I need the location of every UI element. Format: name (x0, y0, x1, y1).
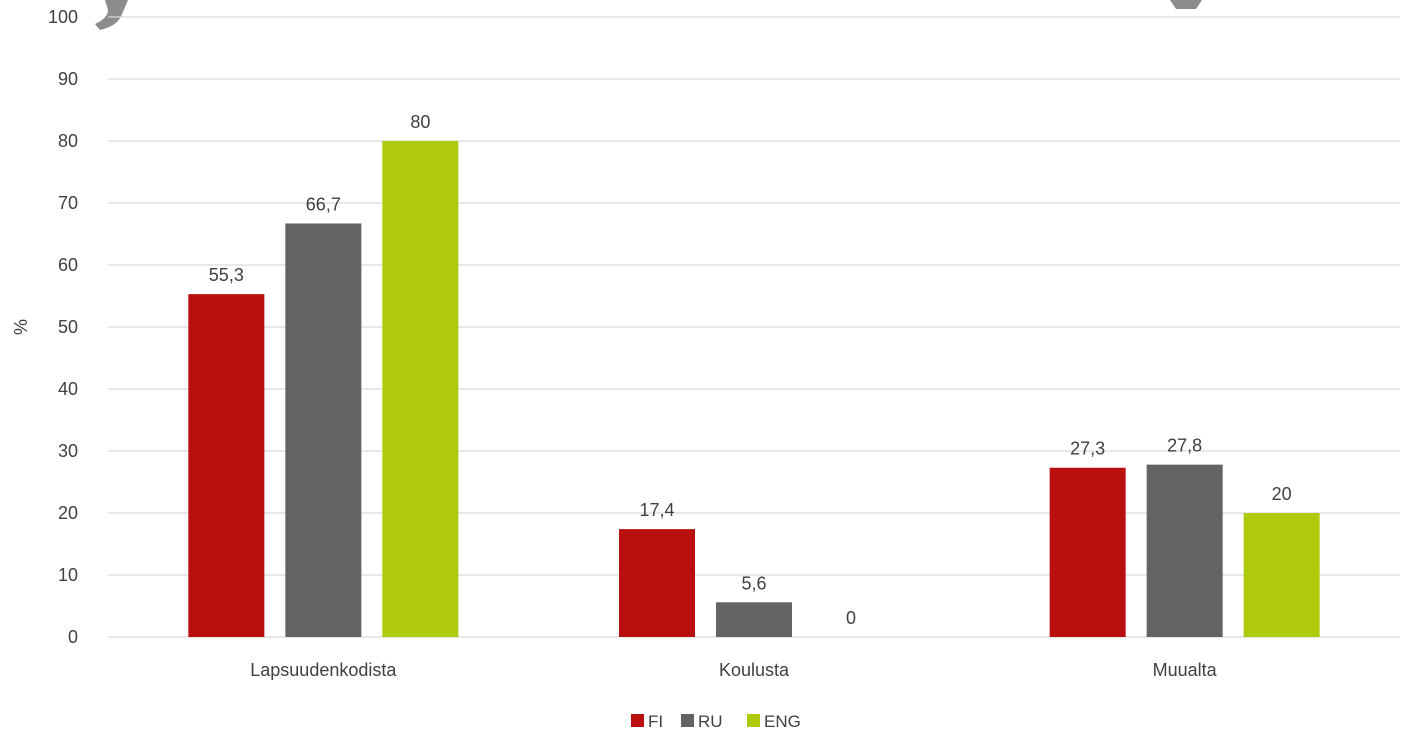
bar-fi (1049, 467, 1126, 637)
x-tick-label: Muualta (1153, 660, 1218, 680)
y-tick-label: 60 (58, 255, 78, 275)
x-tick-label: Koulusta (719, 660, 790, 680)
y-tick-label: 10 (58, 565, 78, 585)
y-tick-label: 80 (58, 131, 78, 151)
y-tick-label: 100 (48, 7, 78, 27)
data-label: 66,7 (306, 194, 341, 214)
bar-fi (188, 294, 265, 637)
data-label: 27,3 (1070, 439, 1105, 459)
bar-ru (716, 602, 792, 637)
y-tick-label: 0 (68, 627, 78, 647)
partial-title-glyphs (95, 0, 1202, 30)
bar-ru (1146, 464, 1223, 637)
data-label: 5,6 (741, 573, 766, 593)
y-tick-label: 70 (58, 193, 78, 213)
data-label: 17,4 (639, 500, 674, 520)
bar-fi (619, 529, 695, 637)
legend-label: RU (698, 712, 723, 730)
y-tick-label: 30 (58, 441, 78, 461)
data-label: 0 (846, 608, 856, 628)
y-axis-label: % (11, 319, 31, 335)
data-labels: 55,3 66,7 80 17,4 5,6 0 27,3 27,8 20 (209, 112, 1292, 628)
y-tick-label: 20 (58, 503, 78, 523)
y-tick-label: 40 (58, 379, 78, 399)
data-label: 20 (1272, 484, 1292, 504)
x-axis-ticks: Lapsuudenkodista Koulusta Muualta (250, 660, 1217, 680)
y-axis-ticks: 0 10 20 30 40 50 60 70 80 90 100 (48, 7, 78, 647)
data-label: 80 (410, 112, 430, 132)
y-tick-label: 90 (58, 69, 78, 89)
data-label: 27,8 (1167, 436, 1202, 456)
bars (188, 141, 1320, 637)
data-label: 55,3 (209, 265, 244, 285)
x-tick-label: Lapsuudenkodista (250, 660, 397, 680)
bar-eng (382, 141, 459, 637)
legend-label: FI (648, 712, 663, 730)
bar-ru (285, 223, 362, 637)
legend-swatch-ru (681, 714, 694, 727)
y-tick-label: 50 (58, 317, 78, 337)
legend-label: ENG (764, 712, 801, 730)
bar-eng (1243, 513, 1320, 637)
legend: FI RU ENG (631, 712, 801, 731)
legend-swatch-fi (631, 714, 644, 727)
legend-swatch-eng (747, 714, 760, 727)
